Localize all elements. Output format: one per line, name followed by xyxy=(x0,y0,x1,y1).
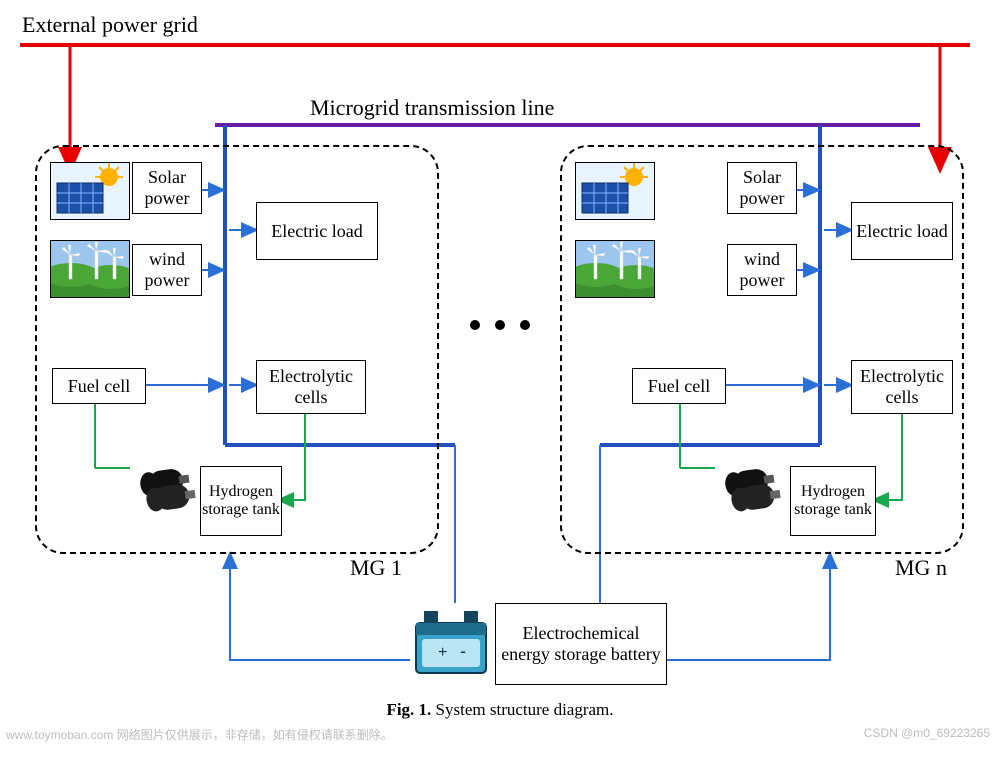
fuel-cell-label: Fuel cell xyxy=(68,376,130,397)
h2-tank-label-n: Hydrogen storage tank xyxy=(791,483,875,520)
electric-load-label: Electric load xyxy=(271,221,362,242)
electrolytic-cells-label: Electrolytic cells xyxy=(257,366,365,407)
electric-load-box: Electric load xyxy=(256,202,378,260)
svg-text:+: + xyxy=(438,644,447,661)
caption-rest: System structure diagram. xyxy=(431,700,613,719)
figure-caption: Fig. 1. System structure diagram. xyxy=(0,700,1000,720)
watermark-left: www.toymoban.com 网络图片仅供展示，非存储，如有侵权请联系删除。 xyxy=(6,726,393,743)
wind-icon-n xyxy=(575,240,655,298)
solar-label-box: Solar power xyxy=(132,162,202,214)
fuel-cell-box-n: Fuel cell xyxy=(632,368,726,404)
microgrid-line-label: Microgrid transmission line xyxy=(310,95,554,121)
fuel-cell-box: Fuel cell xyxy=(52,368,146,404)
wind-label-n: wind power xyxy=(728,249,796,290)
electrolytic-cells-label-n: Electrolytic cells xyxy=(852,366,952,407)
wind-label-box-n: wind power xyxy=(727,244,797,296)
fuel-cell-label-n: Fuel cell xyxy=(648,376,710,397)
h2-tank-icon xyxy=(130,460,200,516)
mg1-label: MG 1 xyxy=(350,555,402,581)
solar-icon xyxy=(50,162,130,220)
h2-tank-label: Hydrogen storage tank xyxy=(201,483,281,520)
solar-icon-n xyxy=(575,162,655,220)
solar-label: Solar power xyxy=(133,167,201,208)
ellipsis-dot xyxy=(520,320,530,330)
electric-load-box-n: Electric load xyxy=(851,202,953,260)
electrolytic-cells-box: Electrolytic cells xyxy=(256,360,366,414)
h2-tank-label-box-n: Hydrogen storage tank xyxy=(790,466,876,536)
watermark-right: CSDN @m0_69223265 xyxy=(864,726,990,740)
battery-icon: + - xyxy=(410,605,492,683)
caption-bold: Fig. 1. xyxy=(386,700,431,719)
mgn-label: MG n xyxy=(895,555,947,581)
electrolytic-cells-box-n: Electrolytic cells xyxy=(851,360,953,414)
ellipsis-dot xyxy=(470,320,480,330)
electric-load-label-n: Electric load xyxy=(856,221,947,242)
svg-text:-: - xyxy=(460,641,466,661)
wind-label: wind power xyxy=(133,249,201,290)
battery-to-mgn xyxy=(665,555,830,660)
solar-label-box-n: Solar power xyxy=(727,162,797,214)
battery-box: Electrochemical energy storage battery xyxy=(495,603,667,685)
h2-tank-icon-n xyxy=(715,460,785,516)
wind-icon xyxy=(50,240,130,298)
solar-label-n: Solar power xyxy=(728,167,796,208)
battery-label: Electrochemical energy storage battery xyxy=(496,623,666,664)
ellipsis-dot xyxy=(495,320,505,330)
external-grid-label: External power grid xyxy=(22,12,198,38)
h2-tank-label-box: Hydrogen storage tank xyxy=(200,466,282,536)
wind-label-box: wind power xyxy=(132,244,202,296)
